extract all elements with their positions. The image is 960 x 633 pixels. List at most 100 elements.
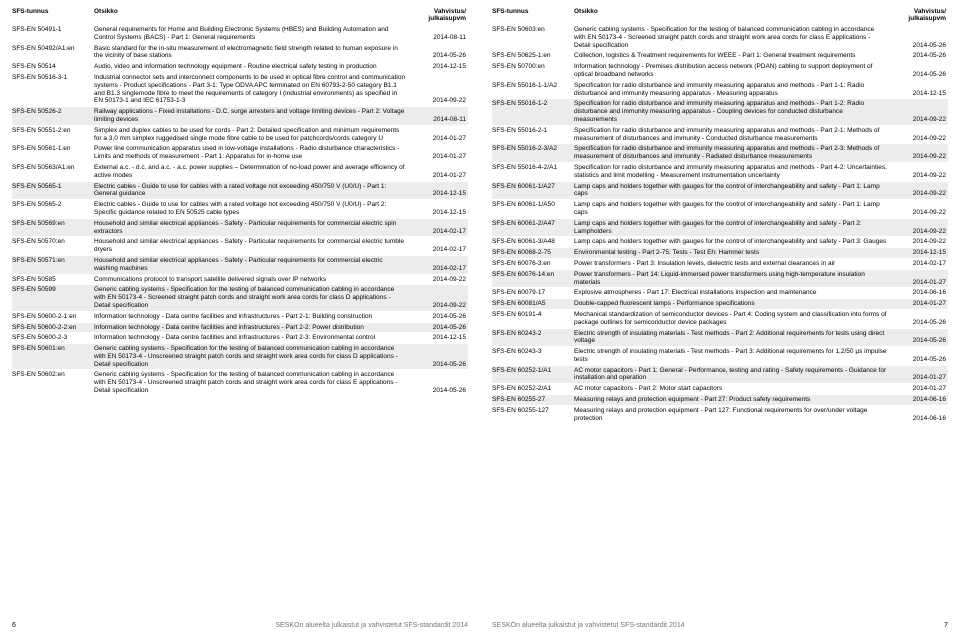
date-text: 2014-01-27 — [413, 152, 468, 162]
sfs-code: SFS-EN 60191-4 — [492, 310, 574, 320]
table-row: SFS-EN 50563/A1:enExternal a.c. - d.c. a… — [12, 163, 468, 181]
date-text: 2014-02-17 — [413, 227, 468, 237]
table-row: SFS-EN 60191-4Mechanical standardization… — [492, 310, 948, 328]
date-text: 2014-02-17 — [413, 245, 468, 255]
table-row: SFS-EN 60061-2/A47Lamp caps and holders … — [492, 219, 948, 237]
header-sfs: SFS-tunnus — [12, 8, 94, 22]
title-text: Railway applications - Fixed installatio… — [94, 107, 413, 125]
header-title: Otsikko — [94, 8, 413, 22]
table-row: SFS-EN 60243-3Electric strength of insul… — [492, 347, 948, 365]
date-text: 2014-09-22 — [893, 208, 948, 218]
date-text: 2014-09-22 — [893, 237, 948, 247]
sfs-code: SFS-EN 50514 — [12, 62, 94, 72]
sfs-code: SFS-EN 55016-4-2/A1 — [492, 163, 574, 173]
sfs-code: SFS-EN 50603:en — [492, 25, 574, 35]
title-text: Basic standard for the in-situ measureme… — [94, 44, 413, 62]
table-row: SFS-EN 50602:enGeneric cabling systems -… — [12, 370, 468, 395]
date-text: 2014-01-27 — [893, 384, 948, 394]
title-text: Information technology - Premises distri… — [574, 62, 893, 80]
sfs-code: SFS-EN 50599 — [12, 285, 94, 295]
date-text: 2014-02-17 — [413, 264, 468, 274]
title-text: Mechanical standardization of semiconduc… — [574, 310, 893, 328]
left-page-number: 6 — [12, 622, 16, 629]
sfs-code: SFS-EN 50561-1:en — [12, 144, 94, 154]
title-text: Lamp caps and holders together with gaug… — [574, 219, 893, 237]
page-container: SFS-tunnus Otsikko Vahvistus/ julkaisupv… — [0, 0, 960, 633]
sfs-code: SFS-EN 60243-2 — [492, 329, 574, 339]
date-text: 2014-01-27 — [413, 171, 468, 181]
title-text: Generic cabling systems - Specification … — [574, 25, 893, 50]
title-text: Lamp caps and holders together with gaug… — [574, 182, 893, 200]
title-text: Electric strength of insulating material… — [574, 347, 893, 365]
title-text: Power transformers - Part 3: Insulation … — [574, 259, 893, 269]
title-text: Specification for radio disturbance and … — [574, 163, 893, 181]
table-row: SFS-EN 60061-1/A27Lamp caps and holders … — [492, 182, 948, 200]
left-rows: SFS-EN 50491-1General requirements for H… — [12, 25, 468, 616]
title-text: Specification for radio disturbance and … — [574, 81, 893, 99]
table-row: SFS-EN 50565-2Electric cables - Guide to… — [12, 200, 468, 218]
table-row: SFS-EN 50599Generic cabling systems - Sp… — [12, 285, 468, 310]
table-row: SFS-EN 60252-2/A1AC motor capacitors - P… — [492, 384, 948, 394]
table-row: SFS-EN 50551-2:enSimplex and duplex cabl… — [12, 126, 468, 144]
sfs-code: SFS-EN 50565-1 — [12, 182, 94, 192]
title-text: Power line communication apparatus used … — [94, 144, 413, 162]
table-row: SFS-EN 55016-4-2/A1Specification for rad… — [492, 163, 948, 181]
date-text: 2014-01-27 — [893, 299, 948, 309]
sfs-code: SFS-EN 50563/A1:en — [12, 163, 94, 173]
title-text: Specification for radio disturbance and … — [574, 144, 893, 162]
date-text: 2014-02-17 — [893, 259, 948, 269]
title-text: Electric cables - Guide to use for cable… — [94, 200, 413, 218]
table-row: SFS-EN 50514Audio, video and information… — [12, 62, 468, 72]
date-text: 2014-09-22 — [413, 96, 468, 106]
title-text: Double-capped fluorescent lamps - Perfor… — [574, 299, 893, 309]
table-row: SFS-EN 60068-2-75Environmental testing -… — [492, 248, 948, 258]
sfs-code: SFS-EN 55016-1-2 — [492, 99, 574, 109]
date-text: 2014-09-22 — [893, 227, 948, 237]
left-footer-text: SESKOn alueelta julkaistut ja vahvistetu… — [275, 622, 468, 629]
title-text: Specification for radio disturbance and … — [574, 99, 893, 124]
title-text: Generic cabling systems - Specification … — [94, 344, 413, 369]
right-page-number: 7 — [944, 622, 948, 629]
sfs-code: SFS-EN 60252-2/A1 — [492, 384, 574, 394]
table-row: SFS-EN 50561-1:enPower line communicatio… — [12, 144, 468, 162]
table-row: SFS-EN 50600-2-3Information technology -… — [12, 333, 468, 343]
right-column: SFS-tunnus Otsikko Vahvistus/ julkaisupv… — [480, 0, 960, 633]
sfs-code: SFS-EN 50602:en — [12, 370, 94, 380]
table-row: SFS-EN 50492/A1:enBasic standard for the… — [12, 44, 468, 62]
date-text: 2014-05-26 — [413, 386, 468, 396]
table-row: SFS-EN 50601:enGeneric cabling systems -… — [12, 344, 468, 369]
sfs-code: SFS-EN 50569:en — [12, 219, 94, 229]
sfs-code: SFS-EN 60061-3/A48 — [492, 237, 574, 247]
left-header: SFS-tunnus Otsikko Vahvistus/ julkaisupv… — [12, 8, 468, 22]
table-row: SFS-EN 60255-27Measuring relays and prot… — [492, 395, 948, 405]
header-date-l1: Vahvistus/ — [434, 8, 466, 15]
title-text: Simplex and duplex cables to be used for… — [94, 126, 413, 144]
sfs-code: SFS-EN 50526-2 — [12, 107, 94, 117]
title-text: General requirements for Home and Buildi… — [94, 25, 413, 43]
table-row: SFS-EN 50565-1Electric cables - Guide to… — [12, 182, 468, 200]
header-date: Vahvistus/ julkaisupvm — [413, 8, 468, 22]
sfs-code: SFS-EN 50492/A1:en — [12, 44, 94, 54]
title-text: Household and similar electrical applian… — [94, 237, 413, 255]
sfs-code: SFS-EN 60061-1/A50 — [492, 200, 574, 210]
title-text: Measuring relays and protection equipmen… — [574, 406, 893, 424]
right-header: SFS-tunnus Otsikko Vahvistus/ julkaisupv… — [492, 8, 948, 22]
date-text: 2014-05-26 — [413, 312, 468, 322]
date-text: 2014-01-27 — [893, 278, 948, 288]
table-row: SFS-EN 60079-17Explosive atmospheres - P… — [492, 288, 948, 298]
table-row: SFS-EN 50625-1:enCollection, logistics &… — [492, 51, 948, 61]
sfs-code: SFS-EN 50600-2-3 — [12, 333, 94, 343]
date-text: 2014-05-26 — [893, 336, 948, 346]
date-text: 2014-05-26 — [413, 51, 468, 61]
title-text: Electric cables - Guide to use for cable… — [94, 182, 413, 200]
sfs-code: SFS-EN 50565-2 — [12, 200, 94, 210]
table-row: SFS-EN 60061-1/A50Lamp caps and holders … — [492, 200, 948, 218]
header-date-l2: julkaisupvm — [428, 15, 466, 22]
title-text: Audio, video and information technology … — [94, 62, 413, 72]
title-text: Industrial connector sets and interconne… — [94, 73, 413, 106]
sfs-code: SFS-EN 60243-3 — [492, 347, 574, 357]
sfs-code: SFS-EN 50491-1 — [12, 25, 94, 35]
table-row: SFS-EN 50569:enHousehold and similar ele… — [12, 219, 468, 237]
table-row: SFS-EN 55016-2-3/A2Specification for rad… — [492, 144, 948, 162]
sfs-code: SFS-EN 50600-2-2:en — [12, 323, 94, 333]
